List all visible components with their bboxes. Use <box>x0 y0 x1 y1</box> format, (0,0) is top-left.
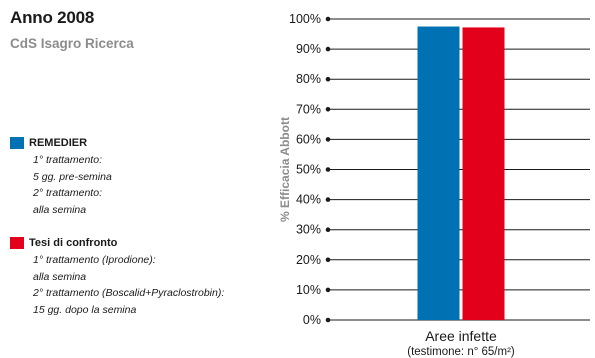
page-title: Anno 2008 <box>10 8 95 27</box>
legend-note: 5 gg. pre-semina <box>33 170 112 183</box>
y-tick-label: 50% <box>296 163 321 177</box>
legend-label: Tesi di confronto <box>29 237 118 249</box>
tick-dot <box>325 107 331 112</box>
y-tick-label: 40% <box>296 193 321 207</box>
y-tick-label: 30% <box>296 223 321 237</box>
y-tick-label: 20% <box>296 253 321 267</box>
legend-label: REMEDIER <box>29 137 88 149</box>
tick-dot <box>325 227 331 232</box>
tick-dot <box>325 257 331 263</box>
y-tick-label: 70% <box>296 102 321 116</box>
tick-dot <box>325 167 331 172</box>
y-tick-label: 100% <box>289 12 321 26</box>
legend-note: alla semina <box>33 270 87 283</box>
y-tick-label: 80% <box>296 72 321 86</box>
legend-note: 15 gg. dopo la semina <box>33 303 137 316</box>
legend-note: alla semina <box>33 203 87 216</box>
legend-note: 1° trattamento (Iprodione): <box>33 254 156 266</box>
tick-dot <box>325 46 331 52</box>
x-category-sublabel: (testimone: n° 65/m²) <box>407 346 515 358</box>
legend-note: 1° trattamento: <box>33 154 102 166</box>
bar-remedier <box>417 26 460 321</box>
legend-item-tesi-di-confronto: Tesi di confronto 1° trattamento (Iprodi… <box>10 237 224 318</box>
legend-note: 2° trattamento (Boscalid+Pyraclostrobin)… <box>33 287 225 299</box>
y-tick-label: 10% <box>296 283 321 297</box>
x-category-label: Aree infette <box>425 328 497 344</box>
legend-swatch-tesi <box>10 237 24 249</box>
y-tick-label: 60% <box>296 132 321 146</box>
tick-dot <box>325 317 331 323</box>
bar-tesi-di-confronto <box>462 27 505 320</box>
tick-dot <box>325 16 331 22</box>
legend-item-remedier: REMEDIER 1° trattamento: 5 gg. pre-semin… <box>10 137 112 218</box>
y-tick-label: 0% <box>303 313 321 327</box>
legend-note: 2° trattamento: <box>33 187 102 199</box>
page-subtitle: CdS Isagro Ricerca <box>10 36 134 51</box>
y-tick-label: 90% <box>296 42 321 56</box>
legend-swatch-remedier <box>10 137 24 149</box>
tick-dot <box>325 287 331 293</box>
y-axis-label: % Efficacia Abbott <box>278 117 292 222</box>
tick-dot <box>325 137 331 142</box>
tick-dot <box>325 197 331 202</box>
tick-dot <box>325 76 331 82</box>
